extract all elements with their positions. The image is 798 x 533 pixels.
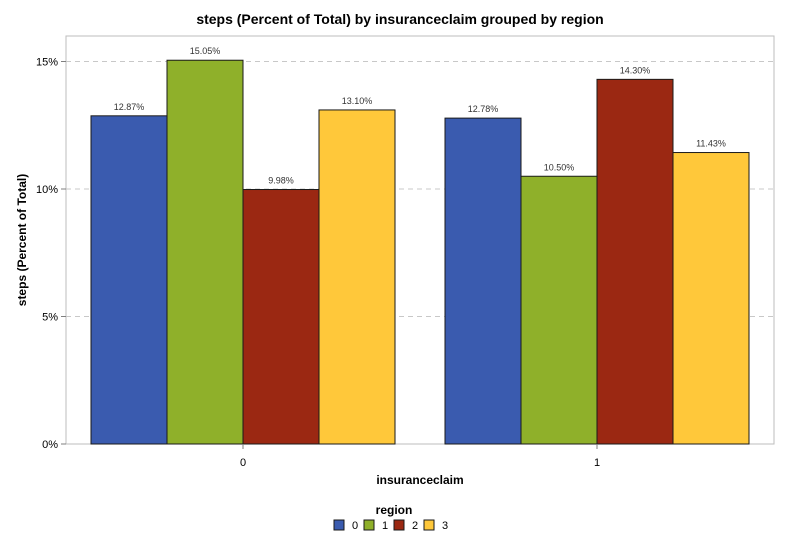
legend-label: 1 (382, 520, 388, 532)
y-axis: 0% 5% 10% 15% (36, 57, 66, 451)
bar (90, 115, 168, 445)
bars (90, 59, 750, 445)
data-label: 12.78% (468, 104, 499, 114)
bar (318, 109, 396, 445)
legend-swatch (363, 519, 375, 531)
bar (672, 152, 750, 445)
legend-swatch (393, 519, 405, 531)
chart-title: steps (Percent of Total) by insurancecla… (196, 11, 603, 27)
bar (520, 175, 598, 445)
legend-label: 2 (412, 520, 418, 532)
data-label: 9.98% (268, 176, 294, 186)
data-label: 14.30% (620, 65, 651, 75)
bar (242, 189, 320, 445)
legend: 0 1 2 3 (333, 519, 448, 532)
legend-swatch (423, 519, 435, 531)
data-label: 11.43% (696, 139, 726, 149)
y-tick-label: 15% (36, 57, 58, 69)
x-tick-label: 0 (240, 457, 246, 469)
y-axis-label: steps (Percent of Total) (15, 174, 29, 306)
x-axis-label: insuranceclaim (376, 473, 463, 487)
y-tick-label: 0% (42, 439, 58, 451)
bar (444, 117, 522, 445)
legend-title: region (376, 503, 413, 517)
data-labels: 12.87% 15.05% 9.98% 13.10% 12.78% 10.50% 14.30… (114, 46, 726, 185)
legend-swatch (333, 519, 345, 531)
data-label: 12.87% (114, 102, 145, 112)
legend-label: 3 (442, 520, 448, 532)
data-label: 13.10% (342, 96, 373, 106)
legend-label: 0 (352, 520, 358, 532)
x-tick-label: 1 (594, 457, 600, 469)
data-label: 15.05% (190, 46, 221, 56)
data-label: 10.50% (544, 162, 575, 172)
bar (166, 59, 244, 445)
y-tick-label: 5% (42, 312, 58, 324)
bar (596, 78, 674, 445)
y-tick-label: 10% (36, 184, 58, 196)
